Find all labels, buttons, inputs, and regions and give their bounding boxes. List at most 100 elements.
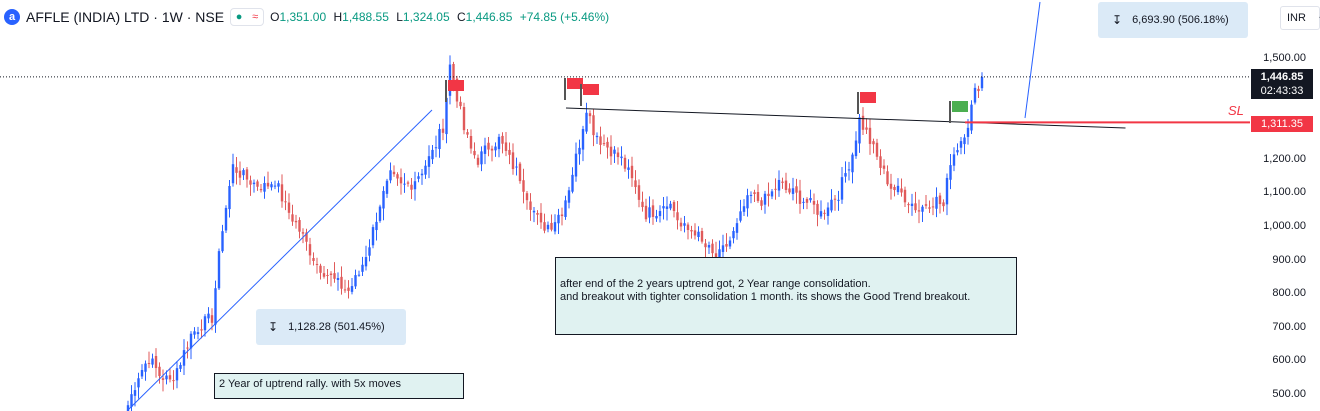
candle-body: [189, 333, 193, 349]
candle-body: [907, 204, 910, 206]
measure-box-top[interactable]: ↧ 6,693.90 (506.18%): [1098, 2, 1248, 38]
candle-body: [263, 183, 266, 192]
note-uptrend-text: 2 Year of uptrend rally. with 5x moves: [219, 378, 402, 390]
candle-body: [186, 347, 189, 349]
candle-body: [147, 363, 151, 365]
candle-body: [242, 170, 245, 176]
y-tick-label: 1,100.00: [1263, 186, 1306, 199]
candle-body: [609, 146, 613, 157]
candle-body: [882, 165, 886, 169]
candle-body: [865, 127, 868, 130]
candle-body: [340, 276, 343, 289]
candle-body: [245, 169, 249, 180]
candle-body: [445, 97, 448, 135]
candle-body: [196, 332, 200, 335]
candle-body: [375, 221, 378, 231]
note-consolidation-text: after end of the 2 years uptrend got, 2 …: [560, 278, 971, 303]
measure-top-value: 6,693.90 (506.18%): [1132, 14, 1229, 26]
candle-body: [655, 216, 658, 219]
candle-body: [172, 380, 175, 382]
candle-body: [833, 198, 837, 200]
measure-box-left[interactable]: ↧ 1,128.28 (501.45%): [256, 309, 406, 345]
measure-icon: ↧: [268, 320, 279, 334]
candle-body: [742, 206, 746, 212]
candle-body: [161, 378, 165, 380]
candle-body: [921, 206, 924, 212]
candle-body: [319, 265, 322, 273]
candle-body: [574, 153, 578, 177]
candle-body: [707, 245, 711, 248]
candle-body: [154, 356, 158, 369]
candle-body: [854, 140, 858, 157]
candle-body: [270, 184, 273, 188]
candle-body: [970, 104, 973, 131]
candle-body: [816, 203, 819, 215]
candle-body: [886, 171, 889, 185]
candle-body: [273, 185, 277, 187]
candle-body: [725, 243, 728, 247]
note-consolidation[interactable]: after end of the 2 years uptrend got, 2 …: [555, 257, 1017, 335]
overlays-group: [0, 1, 1250, 411]
candle-body: [175, 368, 179, 381]
candle-body: [749, 194, 753, 196]
candle-body: [480, 151, 483, 165]
symbol-logo[interactable]: a: [4, 9, 20, 25]
candle-body: [700, 230, 704, 242]
candle-body: [774, 188, 777, 190]
candle-body: [627, 167, 630, 170]
candle-body: [515, 166, 518, 168]
symbol-title[interactable]: AFFLE (INDIA) LTD · 1W · NSE: [26, 9, 225, 25]
candle-body: [679, 222, 683, 227]
candle-body: [963, 137, 966, 145]
candle-body: [585, 112, 588, 132]
flag-icon: [952, 101, 968, 112]
currency-select[interactable]: INR ⌄: [1280, 6, 1320, 30]
projection-line: [1024, 1, 1041, 119]
candle-body: [371, 227, 375, 246]
candle-body: [200, 329, 203, 331]
candle-body: [648, 207, 651, 218]
candle-body: [935, 196, 938, 209]
candle-body: [896, 185, 900, 193]
indicator-pill[interactable]: ● ≈: [230, 8, 265, 26]
candle-body: [336, 278, 340, 280]
note-uptrend[interactable]: 2 Year of uptrend rally. with 5x moves: [214, 373, 464, 399]
candle-body: [382, 190, 385, 209]
candle-body: [767, 193, 770, 197]
candle-body: [235, 167, 238, 173]
last-price-tag: 1,446.85 02:43:33: [1251, 69, 1313, 99]
candle-body: [613, 149, 616, 154]
candle-body: [942, 202, 945, 207]
candle-body: [914, 203, 917, 211]
candle-body: [676, 212, 679, 221]
candle-body: [949, 165, 952, 180]
candle-body: [966, 127, 970, 137]
candle-body: [252, 182, 256, 185]
status-dot-icon: ●: [235, 11, 243, 23]
candle-body: [249, 180, 252, 185]
low-label: L: [396, 10, 403, 24]
candle-body: [385, 180, 389, 194]
change-value: +74.85 (+5.46%): [519, 10, 610, 24]
high-value: 1,488.55: [342, 10, 389, 24]
candle-body: [343, 289, 347, 291]
candle-body: [350, 286, 354, 292]
candle-body: [284, 201, 287, 203]
candle-body: [938, 195, 942, 205]
candle-body: [420, 173, 424, 176]
candle-body: [207, 313, 210, 319]
candle-body: [802, 201, 805, 203]
candle-body: [560, 214, 564, 217]
candle-body: [567, 190, 571, 203]
candle-body: [546, 224, 550, 230]
candle-body: [889, 183, 893, 189]
neckline: [565, 107, 1126, 129]
candle-body: [791, 188, 795, 194]
candle-body: [952, 154, 956, 166]
measure-left-value: 1,128.28 (501.45%): [288, 321, 385, 333]
candle-body: [203, 316, 207, 331]
candle-body: [431, 149, 434, 160]
flag-icon: [583, 84, 599, 95]
candle-body: [511, 152, 515, 170]
